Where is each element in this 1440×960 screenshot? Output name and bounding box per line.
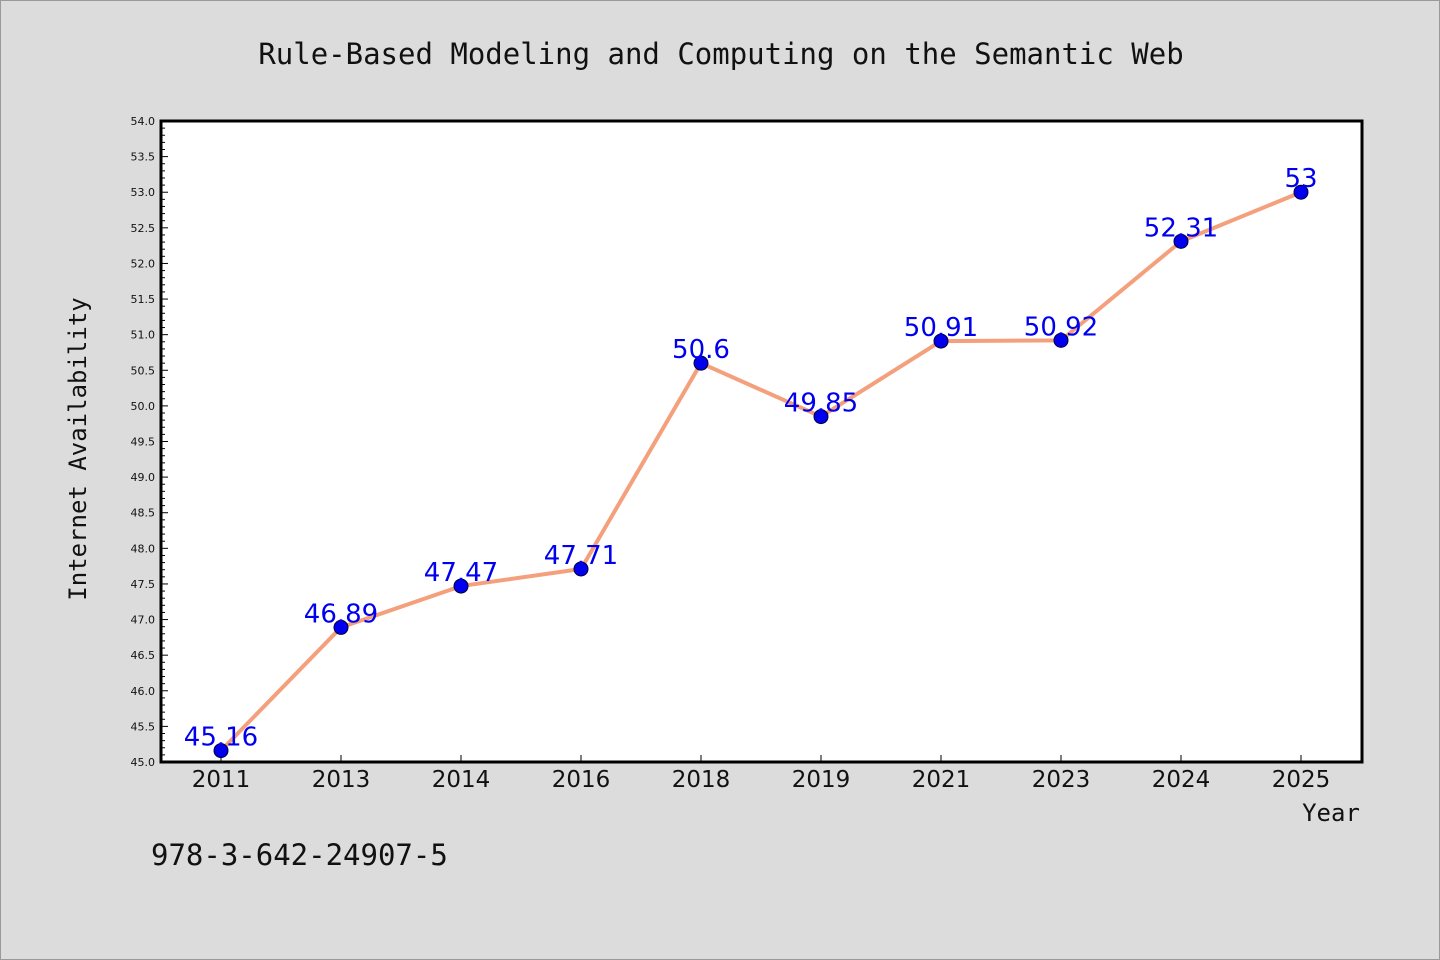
y-tick-label: 51.5 [131,293,156,306]
data-point [693,355,709,371]
data-point [213,743,229,759]
x-tick-label: 2019 [792,767,851,793]
y-tick-label: 46.5 [131,649,156,662]
data-label: 47.47 [424,558,498,588]
x-tick-label: 2016 [552,767,611,793]
y-tick-label: 45.5 [131,720,156,733]
data-point [1293,184,1309,200]
data-label: 45.16 [184,723,258,753]
y-tick-label: 47.5 [131,578,156,591]
data-point [333,619,349,635]
x-tick-label: 2018 [672,767,731,793]
y-tick-label: 54.0 [131,115,156,128]
y-tick-label: 50.5 [131,364,156,377]
data-label: 49.85 [784,389,858,419]
data-point [453,578,469,594]
data-point [933,333,949,349]
data-label: 53 [1284,164,1317,194]
series-line [219,190,1302,752]
data-label: 46.89 [304,599,378,629]
data-point [813,409,829,425]
x-tick-label: 2024 [1152,767,1211,793]
y-tick-label: 49.0 [131,471,156,484]
x-axis: 2011 2013 2014 2016 2018 2019 2021 2023 2024 2025 [192,755,1331,793]
x-tick-label: 2021 [912,767,971,793]
y-axis-label: Internet Availability [64,297,92,600]
x-tick-label: 2011 [192,767,251,793]
data-label-group: 45.16 46.89 47.47 47.71 50.6 49.85 50.91 50.92 5… [184,164,1318,752]
series-line-group [219,190,1302,752]
y-tick-label: 53.5 [131,151,156,164]
data-label: 47.71 [544,541,618,571]
y-tick-label: 53.0 [131,186,156,199]
y-tick-label: 48.0 [131,542,156,555]
y-tick-label: 52.5 [131,222,156,235]
y-tick-label: 47.0 [131,614,156,627]
y-tick-label: 48.5 [131,507,156,520]
chart-title: Rule-Based Modeling and Computing on the… [258,37,1183,71]
y-tick-label: 46.0 [131,685,156,698]
data-label: 52.31 [1144,213,1218,243]
data-point [1053,332,1069,348]
x-tick-label: 2013 [312,767,371,793]
x-tick-label: 2014 [432,767,491,793]
y-tick-label: 45.0 [131,756,156,769]
y-tick-label: 51.0 [131,329,156,342]
y-tick-label: 49.5 [131,436,156,449]
x-tick-label: 2025 [1272,767,1331,793]
data-point [573,561,589,577]
plot-area [159,119,1364,764]
data-point [1173,233,1189,249]
data-label: 50.6 [672,335,730,365]
x-tick-label: 2023 [1032,767,1091,793]
x-axis-label: Year [1302,799,1360,827]
data-label: 50.91 [904,313,978,343]
marker-group [213,184,1309,759]
y-tick-label: 52.0 [131,257,156,270]
data-label: 50.92 [1024,312,1098,342]
y-tick-label: 50.0 [131,400,156,413]
y-axis: 45.0 45.5 46.0 46.5 47.0 47.5 48.0 48.5 49.0 49.5… [131,115,168,769]
isbn-text: 978-3-642-24907-5 [151,838,448,872]
